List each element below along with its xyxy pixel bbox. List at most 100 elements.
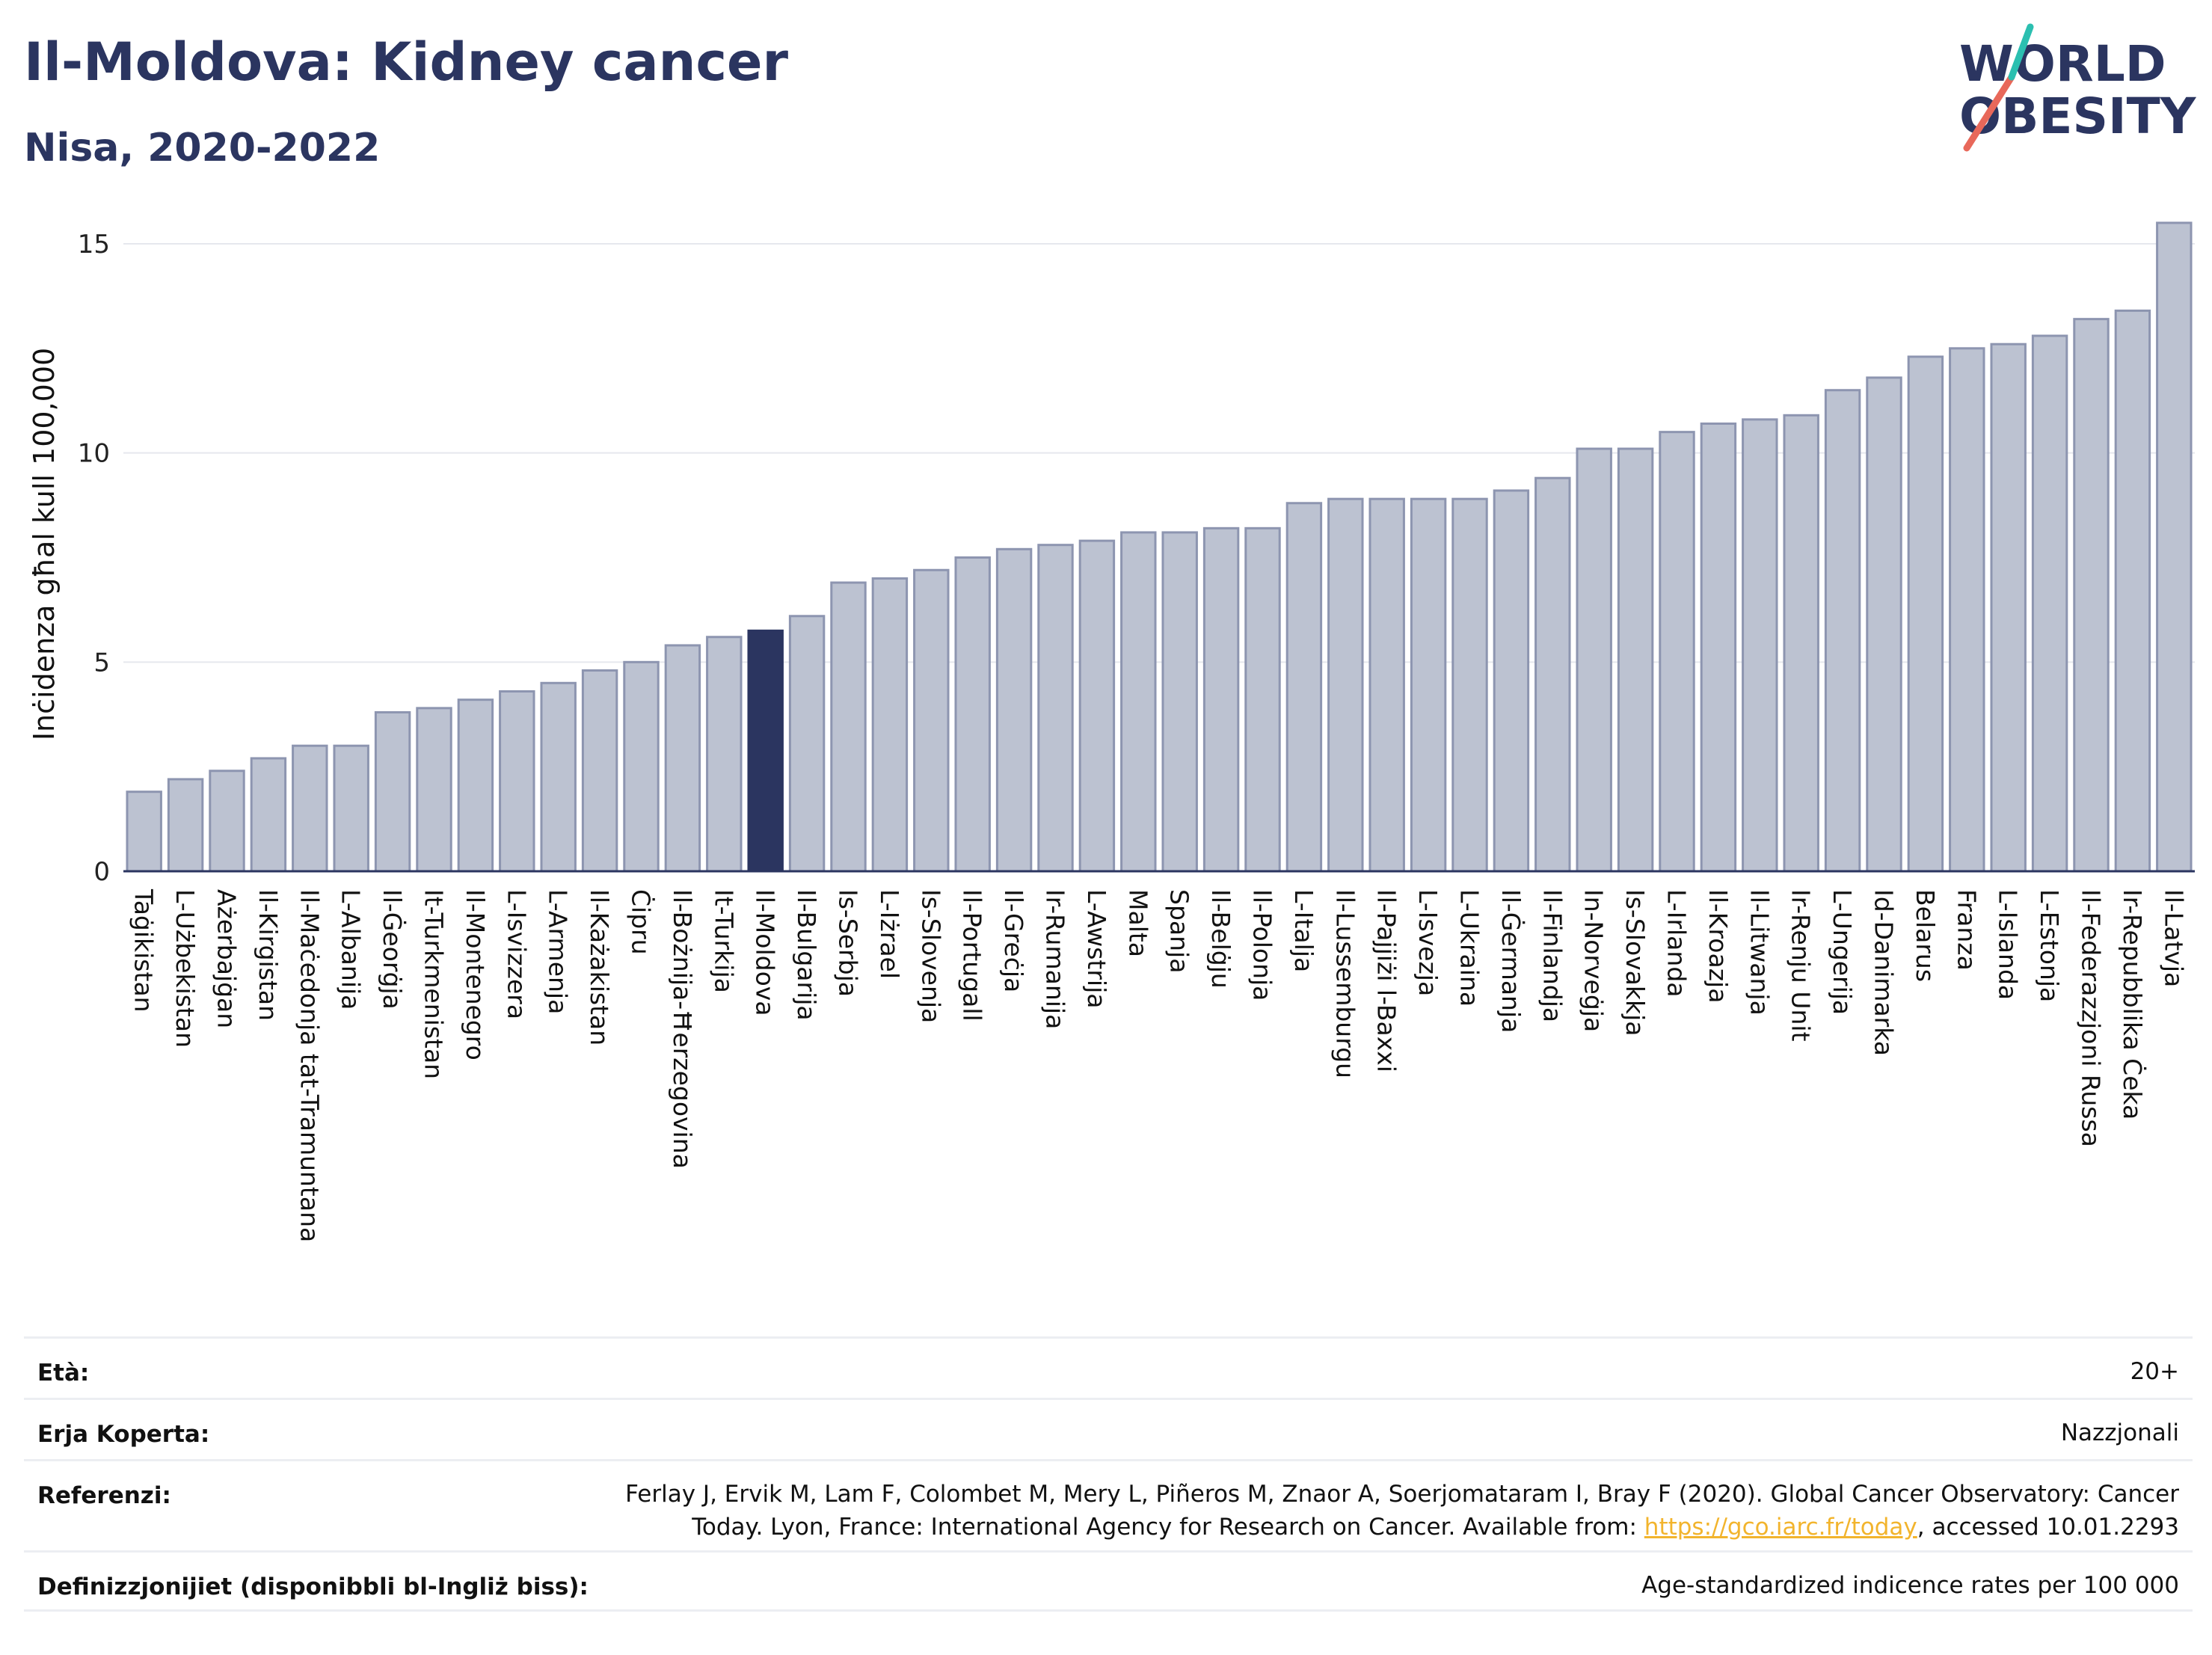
bar-Il-Polonja: [1244, 526, 1281, 873]
bar-Il-Maċedonja tat-Tramuntana: [292, 744, 328, 873]
references-line2: Today. Lyon, France: International Agenc…: [692, 1514, 1644, 1541]
bar-chart: 0 5 10 15 Inċidenza għal kull 100,000 Taġikis…: [28, 221, 2195, 1242]
coverage-value: Nazzjonali: [2060, 1419, 2179, 1446]
bar-Il-Montenegro: [457, 698, 494, 873]
x-tick-label: Franza: [1952, 889, 1981, 971]
bar-Is-Serbja: [830, 581, 867, 873]
references-line1: Ferlay J, Ervik M, Lam F, Colombet M, Me…: [625, 1481, 2179, 1508]
bar-Il-Ġermanja: [1493, 489, 1530, 873]
x-tick-label: Il-Belġju: [1206, 889, 1235, 989]
x-tick-label: Il-Finlandja: [1537, 889, 1567, 1022]
bar-Il-Bożnija-Ħerzegovina: [664, 644, 701, 873]
x-tick-label: L-Albanija: [337, 889, 366, 1010]
y-tick-label: 10: [78, 439, 110, 469]
x-tick-label: Il-Latvja: [2159, 889, 2188, 987]
x-tick-label: L-Armenja: [544, 889, 573, 1014]
x-tick-label: Is-Slovakkja: [1620, 889, 1650, 1037]
coverage-label: Erja Koperta:: [37, 1421, 210, 1448]
bar-Is-Slovenja: [913, 568, 950, 873]
age-value: 20+: [2130, 1358, 2179, 1385]
bar-It-Turkija: [706, 636, 743, 873]
x-tick-label: Il-Portugall: [958, 889, 987, 1022]
bar-L-Armenja: [540, 681, 577, 873]
x-tick-label: Is-Serbja: [834, 889, 863, 997]
x-tick-label: Il-Pajjiżi l-Baxxi: [1372, 889, 1401, 1072]
y-tick-label: 5: [93, 648, 110, 678]
x-tick-label: Il-Każakistan: [585, 889, 614, 1045]
chart-title: Il-Moldova: Kidney cancer: [24, 31, 788, 93]
bar-Ażerbajġan: [209, 770, 245, 873]
bar-Ċipru: [623, 660, 660, 873]
x-tick-label: Ir-Renju Unit: [1787, 889, 1816, 1042]
metadata-table: Età: 20+ Erja Koperta: Nazzjonali Refere…: [24, 1336, 2193, 1612]
bar-Il-Litwanja: [1742, 418, 1778, 873]
bar-Ir-Rumanija: [1037, 544, 1074, 873]
bar-L-Ukraina: [1451, 497, 1488, 873]
meta-row-references: Referenzi: Ferlay J, Ervik M, Lam F, Col…: [24, 1459, 2193, 1550]
x-tick-label: L-Estonja: [2035, 889, 2064, 1002]
x-tick-label: It-Turkmenistan: [420, 889, 449, 1079]
bar-Il-Moldova: [747, 629, 784, 873]
bar-L-Iżrael: [871, 577, 909, 873]
x-tick-label: Ir-Repubblika Ċeka: [2118, 889, 2148, 1120]
x-tick-label: Id-Danimarka: [1870, 889, 1899, 1056]
x-tick-label: Il-Polonja: [1248, 889, 1277, 1001]
x-tick-label: L-Irlanda: [1662, 889, 1692, 998]
bar-Il-Latvja: [2156, 221, 2193, 873]
references-accessed: , accessed 10.01.2293: [1917, 1514, 2179, 1541]
bar-Ir-Repubblika Ċeka: [2114, 309, 2151, 873]
y-axis-label: Inċidenza għal kull 100,000: [28, 348, 61, 740]
x-tick-label: Il-Moldova: [751, 889, 780, 1016]
x-tick-label: L-Ungerija: [1828, 889, 1857, 1015]
x-tick-label: Il-Kirgistan: [254, 889, 283, 1021]
x-tick-label: L-Islanda: [1994, 889, 2023, 1000]
bar-Il-Finlandja: [1534, 476, 1571, 873]
x-tick-label: L-Awstrija: [1082, 889, 1111, 1008]
references-label: Referenzi:: [37, 1482, 171, 1509]
logo-text-world: WORLD: [1959, 35, 2166, 93]
definitions-label: Definizzjonijiet (disponibbli bl-Ingliż …: [37, 1573, 589, 1600]
bar-Il-Federazzjoni Russa: [2073, 318, 2110, 873]
y-tick-label: 15: [78, 230, 110, 260]
bar-Il-Pajjiżi l-Baxxi: [1368, 497, 1405, 873]
x-tick-label: Il-Ġermanja: [1496, 889, 1526, 1033]
x-tick-label: Ir-Rumanija: [1041, 889, 1070, 1029]
meta-row-coverage: Erja Koperta: Nazzjonali: [24, 1398, 2193, 1459]
x-tick-label: Belarus: [1911, 889, 1940, 982]
bar-Malta: [1120, 531, 1157, 873]
chart-subtitle: Nisa, 2020-2022: [24, 126, 381, 171]
references-link[interactable]: https://gco.iarc.fr/today: [1644, 1514, 1917, 1541]
x-tick-label: Ċipru: [627, 889, 657, 955]
bar-L-Użbekistan: [167, 778, 204, 873]
x-tick-label: Il-Kroazja: [1703, 889, 1733, 1003]
bar-It-Turkmenistan: [416, 707, 452, 873]
x-tick-label: Il-Montenegro: [461, 889, 490, 1060]
x-tick-label: Taġikistan: [129, 888, 159, 1013]
world-obesity-logo: WORLD OBESITY: [1959, 23, 2197, 152]
x-tick-label: Ażerbajġan: [212, 889, 242, 1028]
x-tick-label: L-Ukraina: [1455, 889, 1484, 1007]
x-tick-label: Il-Federazzjoni Russa: [2077, 889, 2106, 1147]
bar-L-Islanda: [1990, 343, 2027, 873]
x-tick-label: Malta: [1123, 889, 1152, 957]
bar-Belarus: [1907, 355, 1944, 873]
bar-L-Ungerija: [1824, 389, 1861, 873]
bar-Il-Portugall: [954, 556, 991, 873]
bar-Franza: [1949, 347, 1985, 873]
age-label: Età:: [37, 1360, 90, 1387]
x-tick-label: Il-Litwanja: [1745, 889, 1774, 1016]
references-value: Ferlay J, Ervik M, Lam F, Colombet M, Me…: [625, 1478, 2179, 1544]
x-tick-label: It-Turkija: [709, 889, 738, 993]
bar-Il-Bulgarija: [788, 615, 826, 873]
x-tick-label: Il-Maċedonja tat-Tramuntana: [295, 889, 324, 1242]
x-tick-label: L-Italja: [1289, 889, 1318, 972]
bar-Taġikistan: [126, 790, 162, 873]
bar-Il-Lussemburgu: [1327, 497, 1364, 873]
x-tick-label: L-Isvizzera: [502, 889, 531, 1019]
x-tick-label: Spanja: [1165, 889, 1194, 973]
meta-row-age: Età: 20+: [24, 1336, 2193, 1398]
bar-Il-Ġeorġja: [374, 710, 411, 873]
bar-L-Irlanda: [1659, 431, 1695, 873]
y-tick-label: 0: [93, 857, 110, 887]
bar-Id-Danimarka: [1866, 376, 1902, 873]
